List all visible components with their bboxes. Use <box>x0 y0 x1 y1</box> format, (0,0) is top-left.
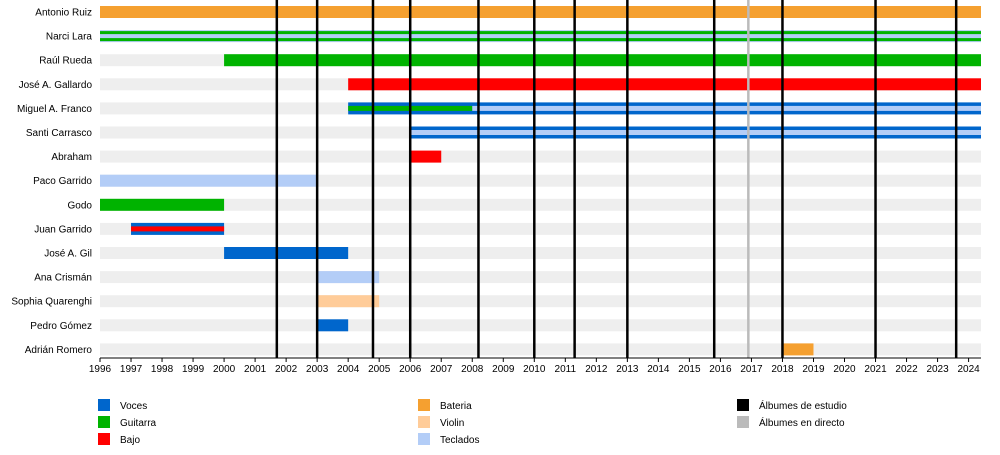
legend: Voces Guitarra Bajo Bateria Violin Teclados Ál… <box>98 399 847 446</box>
x-tick-label: 1997 <box>120 364 143 375</box>
legend-swatch-live <box>737 416 749 428</box>
row-band <box>100 295 981 308</box>
album-lines <box>275 0 958 358</box>
x-tick-label: 2016 <box>709 364 732 375</box>
bar-guitarra <box>100 198 225 211</box>
legend-swatch-voces <box>98 399 110 411</box>
member-name: José A. Gil <box>44 249 92 260</box>
member-name: Sophia Quarenghi <box>11 297 92 308</box>
row-band <box>100 198 981 211</box>
legend-swatch-bajo <box>98 433 110 445</box>
legend-swatch-teclados <box>418 433 430 445</box>
bar-inner-bajo <box>131 226 225 232</box>
member-name: Narci Lara <box>46 32 93 43</box>
legend-label-bateria: Bateria <box>440 401 472 412</box>
member-name: Adrián Romero <box>25 345 93 356</box>
x-tick-label: 2010 <box>523 364 546 375</box>
legend-swatch-studio <box>737 399 749 411</box>
x-tick-label: 2013 <box>616 364 639 375</box>
x-tick-label: 1998 <box>151 364 174 375</box>
x-tick-label: 2011 <box>555 364 577 375</box>
member-name: Pedro Gómez <box>30 321 92 332</box>
member-name: Antonio Ruiz <box>35 8 92 19</box>
member-name: Miguel A. Franco <box>17 104 92 115</box>
x-tick-label: 2001 <box>244 364 267 375</box>
legend-label-guitarra: Guitarra <box>120 418 157 429</box>
x-tick-label: 2008 <box>461 364 484 375</box>
x-tick-label: 2000 <box>213 364 236 375</box>
x-tick-label: 2003 <box>306 364 329 375</box>
row-band <box>100 174 981 187</box>
legend-label-violin: Violin <box>440 418 464 429</box>
member-name: José A. Gallardo <box>19 80 93 91</box>
legend-swatch-guitarra <box>98 416 110 428</box>
legend-label-bajo: Bajo <box>120 435 140 446</box>
member-name: Juan Garrido <box>34 224 92 235</box>
legend-label-voces: Voces <box>120 401 147 412</box>
x-tick-label: 2017 <box>740 364 763 375</box>
legend-swatch-bateria <box>418 399 430 411</box>
x-tick-label: 2014 <box>647 364 670 375</box>
legend-label-teclados: Teclados <box>440 435 479 446</box>
x-tick-label: 2004 <box>337 364 360 375</box>
bar-bajo <box>348 78 981 91</box>
row-band <box>100 150 981 163</box>
x-axis: 1996 1997 1998 1999 2000 2001 2002 2003 2004 2005… <box>89 357 981 375</box>
x-tick-label: 2015 <box>678 364 701 375</box>
legend-label-studio: Álbumes de estudio <box>759 399 847 412</box>
bar-stripe-guitarra <box>100 38 981 42</box>
x-tick-label: 1996 <box>89 364 112 375</box>
x-tick-label: 2012 <box>585 364 608 375</box>
bar-inner-teclados <box>410 130 981 135</box>
bar-teclados <box>100 30 981 43</box>
member-name: Godo <box>68 200 93 211</box>
x-tick-label: 2006 <box>399 364 422 375</box>
member-bars <box>100 6 982 356</box>
x-tick-label: 2007 <box>430 364 453 375</box>
x-tick-label: 2005 <box>368 364 391 375</box>
x-tick-label: 2023 <box>926 364 949 375</box>
x-tick-label: 2021 <box>864 364 887 375</box>
x-tick-label: 2002 <box>275 364 298 375</box>
bar-voces <box>224 247 349 259</box>
member-name: Ana Crismán <box>34 273 92 284</box>
bar-bateria <box>100 6 981 18</box>
bar-voces <box>317 319 349 332</box>
x-tick-label: 2019 <box>802 364 825 375</box>
x-tick-label: 2024 <box>957 364 980 375</box>
row-band <box>100 319 981 332</box>
bar-teclados <box>317 271 380 284</box>
member-name: Paco Garrido <box>33 176 92 187</box>
bar-violin <box>317 295 380 308</box>
x-tick-label: 2020 <box>833 364 856 375</box>
x-tick-label: 2022 <box>895 364 918 375</box>
member-name: Abraham <box>51 152 92 163</box>
row-band <box>100 343 981 356</box>
bar-inner-teclados <box>472 105 981 111</box>
x-tick-label: 2009 <box>492 364 515 375</box>
row-band <box>100 222 981 235</box>
legend-label-live: Álbumes en directo <box>759 416 845 429</box>
member-name: Santi Carrasco <box>26 128 93 139</box>
member-labels: Antonio Ruiz Narci Lara Raúl Rueda José A. … <box>11 8 92 356</box>
bar-guitarra <box>224 54 982 67</box>
member-name: Raúl Rueda <box>39 56 92 67</box>
bar-stripe-guitarra <box>100 31 981 35</box>
x-tick-label: 1999 <box>182 364 205 375</box>
bar-bateria <box>782 343 814 356</box>
x-tick-label: 2018 <box>771 364 794 375</box>
legend-swatch-violin <box>418 416 430 428</box>
bar-teclados <box>100 174 318 187</box>
bar-bajo <box>410 150 442 163</box>
row-band <box>100 271 981 284</box>
